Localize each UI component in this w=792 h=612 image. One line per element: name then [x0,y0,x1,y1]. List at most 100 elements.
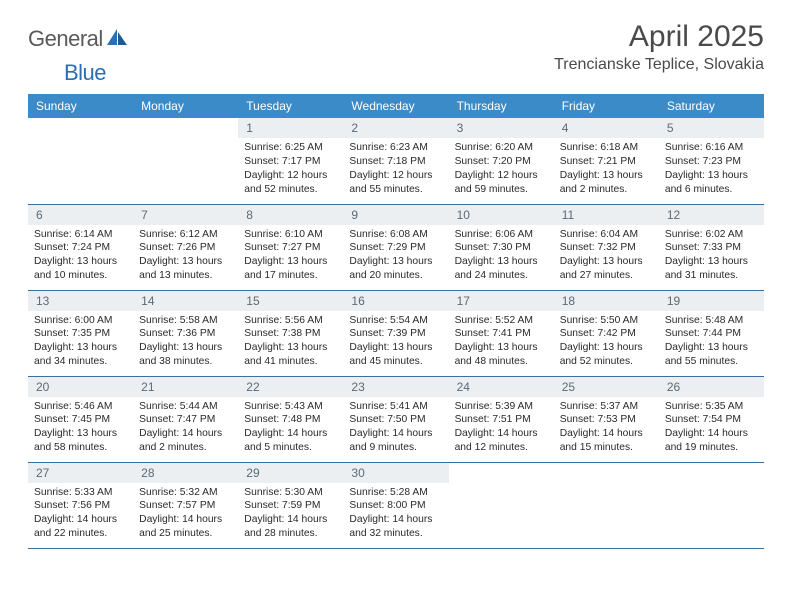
calendar-cell: 29Sunrise: 5:30 AMSunset: 7:59 PMDayligh… [238,462,343,548]
sunrise-line: Sunrise: 6:06 AM [455,228,548,242]
day-details: Sunrise: 5:35 AMSunset: 7:54 PMDaylight:… [659,397,764,459]
calendar-cell [659,462,764,548]
day-number: 13 [28,291,133,311]
daylight-line: Daylight: 14 hours and 22 minutes. [34,513,127,541]
calendar-cell: 27Sunrise: 5:33 AMSunset: 7:56 PMDayligh… [28,462,133,548]
day-details: Sunrise: 6:16 AMSunset: 7:23 PMDaylight:… [659,138,764,200]
calendar-cell: 4Sunrise: 6:18 AMSunset: 7:21 PMDaylight… [554,118,659,204]
calendar-cell: 3Sunrise: 6:20 AMSunset: 7:20 PMDaylight… [449,118,554,204]
sunset-line: Sunset: 7:47 PM [139,413,232,427]
calendar-cell [133,118,238,204]
daylight-line: Daylight: 13 hours and 45 minutes. [349,341,442,369]
sunrise-line: Sunrise: 5:41 AM [349,400,442,414]
sunset-line: Sunset: 7:56 PM [34,499,127,513]
daylight-line: Daylight: 14 hours and 28 minutes. [244,513,337,541]
daylight-line: Daylight: 14 hours and 5 minutes. [244,427,337,455]
sunrise-line: Sunrise: 5:39 AM [455,400,548,414]
day-details: Sunrise: 6:02 AMSunset: 7:33 PMDaylight:… [659,225,764,287]
sunset-line: Sunset: 7:36 PM [139,327,232,341]
calendar-cell: 25Sunrise: 5:37 AMSunset: 7:53 PMDayligh… [554,376,659,462]
location-subtitle: Trencianske Teplice, Slovakia [554,56,764,74]
day-number: 10 [449,205,554,225]
day-number: 8 [238,205,343,225]
daylight-line: Daylight: 13 hours and 38 minutes. [139,341,232,369]
sunset-line: Sunset: 7:23 PM [665,155,758,169]
calendar-cell: 12Sunrise: 6:02 AMSunset: 7:33 PMDayligh… [659,204,764,290]
day-number: 26 [659,377,764,397]
calendar-cell: 30Sunrise: 5:28 AMSunset: 8:00 PMDayligh… [343,462,448,548]
sunset-line: Sunset: 7:17 PM [244,155,337,169]
sunset-line: Sunset: 7:21 PM [560,155,653,169]
page-title: April 2025 [554,20,764,54]
sunset-line: Sunset: 7:57 PM [139,499,232,513]
day-number: 17 [449,291,554,311]
day-number: 15 [238,291,343,311]
calendar-cell: 21Sunrise: 5:44 AMSunset: 7:47 PMDayligh… [133,376,238,462]
day-details: Sunrise: 6:10 AMSunset: 7:27 PMDaylight:… [238,225,343,287]
sail-icon [105,27,129,52]
daylight-line: Daylight: 13 hours and 27 minutes. [560,255,653,283]
daylight-line: Daylight: 14 hours and 15 minutes. [560,427,653,455]
sunrise-line: Sunrise: 5:37 AM [560,400,653,414]
calendar-cell: 13Sunrise: 6:00 AMSunset: 7:35 PMDayligh… [28,290,133,376]
day-number: 19 [659,291,764,311]
logo-text-1: General [28,26,103,52]
calendar-cell: 9Sunrise: 6:08 AMSunset: 7:29 PMDaylight… [343,204,448,290]
day-details: Sunrise: 5:46 AMSunset: 7:45 PMDaylight:… [28,397,133,459]
sunrise-line: Sunrise: 6:10 AM [244,228,337,242]
day-number: 23 [343,377,448,397]
calendar-row: 1Sunrise: 6:25 AMSunset: 7:17 PMDaylight… [28,118,764,204]
sunset-line: Sunset: 7:29 PM [349,241,442,255]
weekday-header: Monday [133,94,238,118]
day-details: Sunrise: 5:50 AMSunset: 7:42 PMDaylight:… [554,311,659,373]
day-number: 5 [659,118,764,138]
day-number: 22 [238,377,343,397]
daylight-line: Daylight: 14 hours and 19 minutes. [665,427,758,455]
day-details: Sunrise: 5:43 AMSunset: 7:48 PMDaylight:… [238,397,343,459]
sunset-line: Sunset: 7:20 PM [455,155,548,169]
calendar-cell [449,462,554,548]
calendar-cell: 2Sunrise: 6:23 AMSunset: 7:18 PMDaylight… [343,118,448,204]
sunrise-line: Sunrise: 5:56 AM [244,314,337,328]
weekday-header: Tuesday [238,94,343,118]
sunrise-line: Sunrise: 6:08 AM [349,228,442,242]
sunrise-line: Sunrise: 5:33 AM [34,486,127,500]
sunset-line: Sunset: 7:30 PM [455,241,548,255]
daylight-line: Daylight: 13 hours and 34 minutes. [34,341,127,369]
day-details: Sunrise: 6:00 AMSunset: 7:35 PMDaylight:… [28,311,133,373]
calendar-cell: 14Sunrise: 5:58 AMSunset: 7:36 PMDayligh… [133,290,238,376]
sunset-line: Sunset: 7:59 PM [244,499,337,513]
daylight-line: Daylight: 13 hours and 2 minutes. [560,169,653,197]
weekday-header: Thursday [449,94,554,118]
calendar-cell: 7Sunrise: 6:12 AMSunset: 7:26 PMDaylight… [133,204,238,290]
sunrise-line: Sunrise: 6:16 AM [665,141,758,155]
sunrise-line: Sunrise: 5:43 AM [244,400,337,414]
daylight-line: Daylight: 13 hours and 55 minutes. [665,341,758,369]
day-details: Sunrise: 6:12 AMSunset: 7:26 PMDaylight:… [133,225,238,287]
calendar-cell: 24Sunrise: 5:39 AMSunset: 7:51 PMDayligh… [449,376,554,462]
sunset-line: Sunset: 7:33 PM [665,241,758,255]
day-details: Sunrise: 5:54 AMSunset: 7:39 PMDaylight:… [343,311,448,373]
calendar-cell: 18Sunrise: 5:50 AMSunset: 7:42 PMDayligh… [554,290,659,376]
sunrise-line: Sunrise: 6:20 AM [455,141,548,155]
calendar-cell: 20Sunrise: 5:46 AMSunset: 7:45 PMDayligh… [28,376,133,462]
sunset-line: Sunset: 7:32 PM [560,241,653,255]
day-details: Sunrise: 6:14 AMSunset: 7:24 PMDaylight:… [28,225,133,287]
calendar-row: 6Sunrise: 6:14 AMSunset: 7:24 PMDaylight… [28,204,764,290]
weekday-header: Sunday [28,94,133,118]
calendar-cell: 10Sunrise: 6:06 AMSunset: 7:30 PMDayligh… [449,204,554,290]
day-details: Sunrise: 5:28 AMSunset: 8:00 PMDaylight:… [343,483,448,545]
daylight-line: Daylight: 13 hours and 52 minutes. [560,341,653,369]
sunset-line: Sunset: 7:26 PM [139,241,232,255]
sunrise-line: Sunrise: 5:30 AM [244,486,337,500]
day-details: Sunrise: 6:23 AMSunset: 7:18 PMDaylight:… [343,138,448,200]
day-details: Sunrise: 6:04 AMSunset: 7:32 PMDaylight:… [554,225,659,287]
day-number: 20 [28,377,133,397]
calendar-body: 1Sunrise: 6:25 AMSunset: 7:17 PMDaylight… [28,118,764,548]
sunset-line: Sunset: 7:45 PM [34,413,127,427]
sunset-line: Sunset: 7:41 PM [455,327,548,341]
logo-text-2: Blue [64,60,106,85]
day-details: Sunrise: 5:52 AMSunset: 7:41 PMDaylight:… [449,311,554,373]
day-details: Sunrise: 5:58 AMSunset: 7:36 PMDaylight:… [133,311,238,373]
day-number: 28 [133,463,238,483]
